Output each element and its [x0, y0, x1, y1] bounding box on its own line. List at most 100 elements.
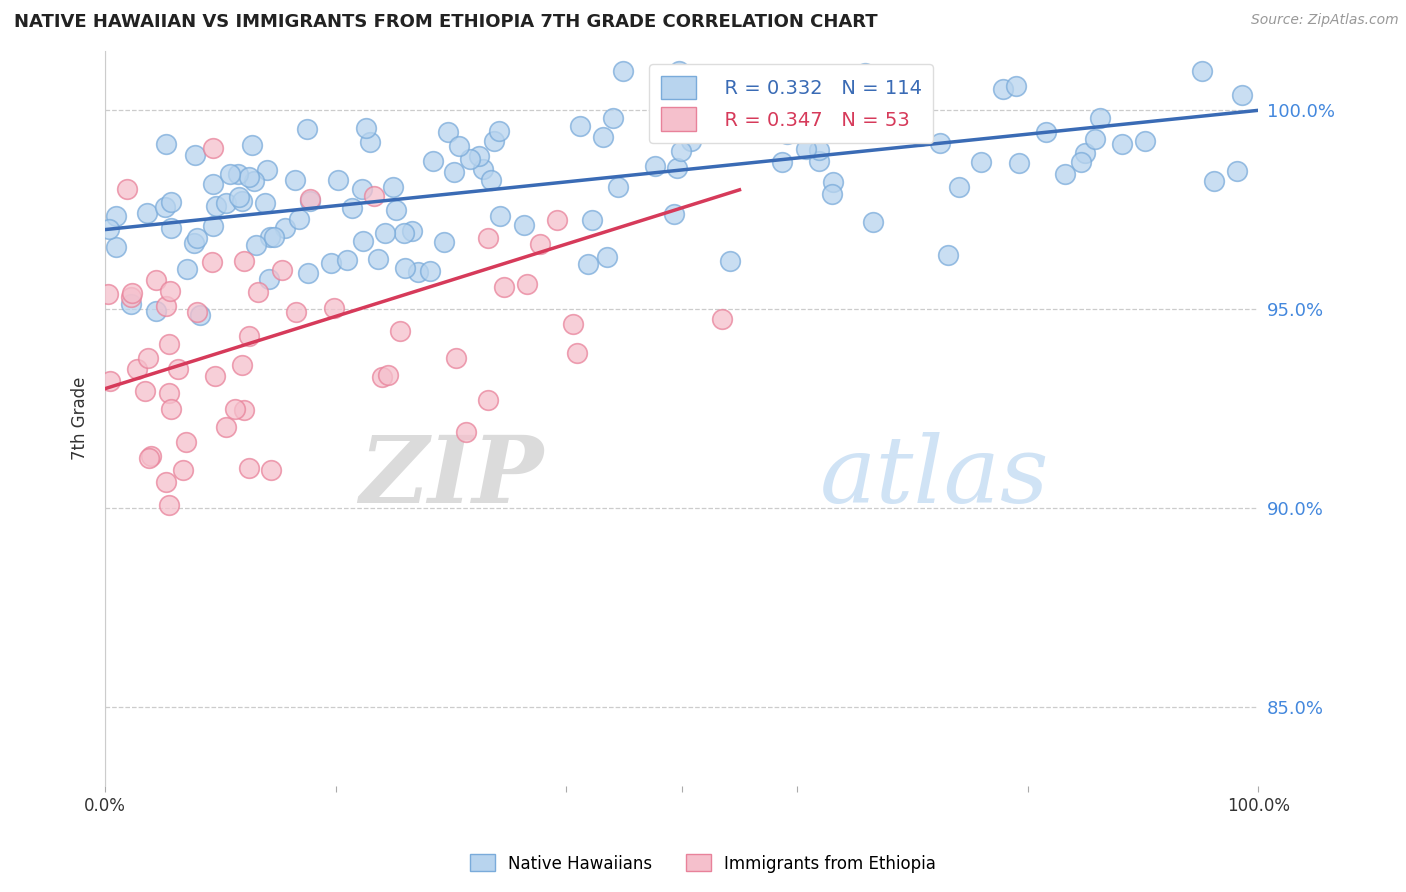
Point [224, 402, 246, 417]
Point [363, 188, 385, 202]
Point [936, 247, 959, 261]
Point [711, 312, 734, 326]
Point [120, 290, 142, 304]
Point [257, 271, 280, 285]
Point [592, 129, 614, 144]
Point [367, 252, 389, 267]
Point [529, 236, 551, 251]
Point [159, 385, 181, 400]
Point [666, 161, 689, 175]
Point [359, 135, 381, 149]
Point [1008, 155, 1031, 169]
Point [204, 199, 226, 213]
Point [238, 329, 260, 343]
Point [718, 253, 741, 268]
Point [228, 189, 250, 203]
Point [298, 192, 321, 206]
Point [853, 66, 876, 80]
Point [612, 63, 634, 78]
Point [336, 252, 359, 267]
Point [105, 209, 128, 223]
Point [494, 279, 516, 293]
Point [581, 212, 603, 227]
Point [565, 346, 588, 360]
Point [1204, 174, 1226, 188]
Point [247, 285, 270, 299]
Point [394, 260, 416, 275]
Point [214, 420, 236, 434]
Point [263, 230, 285, 244]
Point [254, 195, 277, 210]
Point [240, 138, 263, 153]
Point [319, 256, 342, 270]
Point [444, 351, 467, 365]
Point [406, 265, 429, 279]
Point [145, 273, 167, 287]
Legend:   R = 0.332   N = 114,   R = 0.347   N = 53: R = 0.332 N = 114, R = 0.347 N = 53 [650, 64, 934, 143]
Point [125, 362, 148, 376]
Point [145, 303, 167, 318]
Point [340, 201, 363, 215]
Point [817, 102, 839, 116]
Point [1035, 125, 1057, 139]
Point [155, 299, 177, 313]
Point [1232, 88, 1254, 103]
Point [449, 138, 471, 153]
Point [136, 351, 159, 365]
Point [166, 362, 188, 376]
Point [155, 475, 177, 490]
Point [245, 237, 267, 252]
Point [186, 304, 208, 318]
Point [433, 235, 456, 250]
Point [285, 305, 308, 319]
Point [607, 180, 630, 194]
Point [669, 144, 692, 158]
Point [188, 309, 211, 323]
Point [284, 173, 307, 187]
Point [117, 182, 139, 196]
Point [479, 173, 502, 187]
Point [270, 263, 292, 277]
Point [807, 143, 830, 157]
Point [242, 174, 264, 188]
Point [1090, 111, 1112, 125]
Point [139, 449, 162, 463]
Point [1226, 164, 1249, 178]
Point [679, 134, 702, 148]
Point [231, 194, 253, 209]
Point [121, 285, 143, 300]
Point [233, 403, 256, 417]
Point [602, 111, 624, 125]
Text: NATIVE HAWAIIAN VS IMMIGRANTS FROM ETHIOPIA 7TH GRADE CORRELATION CHART: NATIVE HAWAIIAN VS IMMIGRANTS FROM ETHIO… [14, 13, 877, 31]
Point [823, 175, 845, 189]
Point [443, 165, 465, 179]
Point [159, 402, 181, 417]
Point [157, 498, 180, 512]
Point [477, 393, 499, 408]
Point [98, 222, 121, 236]
Point [159, 284, 181, 298]
Point [98, 374, 121, 388]
Point [374, 227, 396, 241]
Point [862, 215, 884, 229]
Point [105, 240, 128, 254]
Point [202, 219, 225, 234]
Text: atlas: atlas [820, 433, 1050, 522]
Point [569, 120, 592, 134]
Point [488, 124, 510, 138]
Legend: Native Hawaiians, Immigrants from Ethiopia: Native Hawaiians, Immigrants from Ethiop… [464, 847, 942, 880]
Point [215, 196, 238, 211]
Point [422, 153, 444, 168]
Point [204, 369, 226, 384]
Point [776, 127, 799, 141]
Point [595, 250, 617, 264]
Point [969, 155, 991, 169]
Point [392, 227, 415, 241]
Point [238, 169, 260, 184]
Point [381, 179, 404, 194]
Point [172, 463, 194, 477]
Point [467, 149, 489, 163]
Text: ZIP: ZIP [359, 433, 544, 522]
Point [226, 167, 249, 181]
Point [578, 257, 600, 271]
